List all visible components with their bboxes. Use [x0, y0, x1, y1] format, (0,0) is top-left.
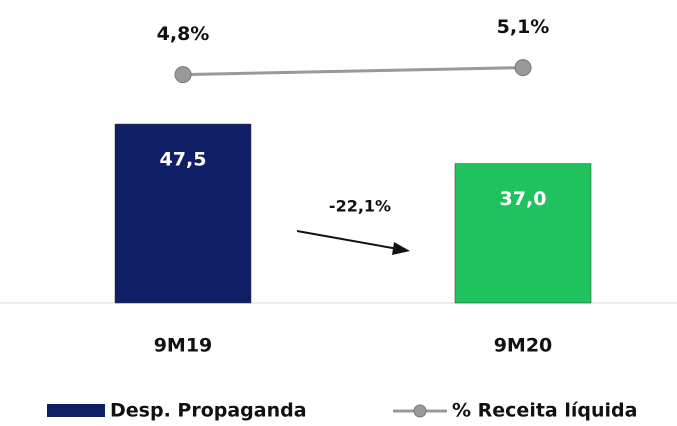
legend-swatch: [47, 404, 105, 417]
line-point: [174, 66, 192, 84]
line-value-label: 4,8%: [157, 23, 210, 45]
bar: [114, 123, 252, 304]
line-value-label: 5,1%: [497, 16, 550, 38]
bar: [454, 163, 592, 304]
bar-value-label: 37,0: [500, 188, 547, 210]
bar-value-label: 47,5: [160, 149, 207, 171]
x-tick-label: 9M20: [494, 335, 553, 357]
line-point: [514, 59, 532, 77]
annotation: -22,1%: [329, 197, 391, 216]
annotation-arrowhead: [392, 242, 410, 255]
legend-label: Desp. Propaganda: [110, 400, 307, 422]
x-tick-label: 9M19: [154, 335, 213, 357]
line: [182, 66, 524, 77]
legend-label: % Receita líquida: [452, 400, 637, 422]
annotation-arrow: [296, 230, 399, 250]
legend-swatch: [413, 404, 427, 418]
